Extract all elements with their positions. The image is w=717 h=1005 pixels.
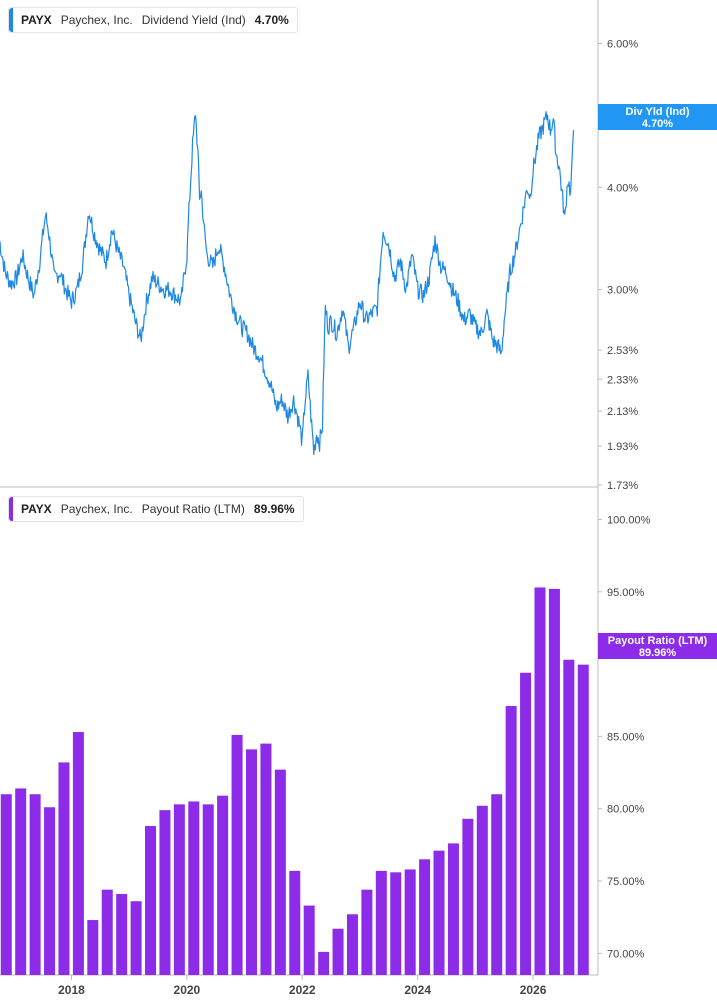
yield-legend-ticker: PAYX xyxy=(21,13,52,27)
payout-bar xyxy=(245,749,257,975)
payout-badge-value: 89.96% xyxy=(638,647,677,659)
payout-bar xyxy=(15,788,27,975)
payout-bar xyxy=(188,801,200,975)
payout-axis-ticks: 100.00% 95.00% 85.00% 80.00% 75.00% 70.00% xyxy=(598,514,651,960)
payout-bar xyxy=(491,794,503,975)
payout-legend-metric: Payout Ratio (LTM) xyxy=(141,502,245,516)
yield-badge-value: 4.70% xyxy=(641,118,674,130)
x-axis-ticks: 2018 2020 2022 2024 2026 xyxy=(58,975,547,997)
payout-bar xyxy=(58,762,70,975)
payout-bar xyxy=(433,850,445,975)
payout-bar xyxy=(101,889,113,975)
yield-line xyxy=(0,111,575,456)
payout-tick-label: 85.00% xyxy=(607,731,645,743)
payout-bar-series xyxy=(0,587,589,975)
payout-bar xyxy=(520,672,532,975)
payout-tick-label: 75.00% xyxy=(607,876,645,888)
x-tick-label: 2022 xyxy=(289,983,316,997)
payout-bar xyxy=(563,659,575,975)
yield-tick-label: 2.33% xyxy=(607,374,638,386)
payout-bar xyxy=(462,818,474,975)
payout-bar xyxy=(303,905,315,975)
payout-legend-ticker: PAYX xyxy=(21,502,52,516)
payout-bar xyxy=(173,804,185,975)
payout-bar xyxy=(346,914,358,975)
payout-tick-label: 80.00% xyxy=(607,804,645,816)
payout-bar xyxy=(130,901,142,975)
payout-tick-label: 70.00% xyxy=(607,948,645,960)
yield-tick-label: 3.00% xyxy=(607,285,638,297)
payout-badge-label: Payout Ratio (LTM) xyxy=(607,635,708,647)
yield-legend-value: 4.70% xyxy=(254,13,289,27)
yield-tick-label: 2.53% xyxy=(607,345,638,357)
payout-legend-value: 89.96% xyxy=(253,502,295,516)
payout-bar xyxy=(44,807,56,975)
yield-legend-swatch xyxy=(9,8,13,32)
payout-bar xyxy=(332,928,344,975)
payout-bar xyxy=(419,859,431,975)
yield-value-badge: Div Yld (Ind) 4.70% xyxy=(598,104,717,130)
payout-bar xyxy=(577,664,589,975)
yield-legend[interactable]: PAYX Paychex, Inc. Dividend Yield (Ind) … xyxy=(8,7,298,33)
payout-bar xyxy=(390,872,402,975)
yield-line-series xyxy=(0,111,575,456)
payout-bar xyxy=(231,734,243,975)
payout-bar xyxy=(447,843,459,975)
payout-legend-company: Paychex, Inc. xyxy=(60,502,133,516)
payout-bar xyxy=(289,870,301,975)
payout-bar xyxy=(217,795,229,975)
x-tick-label: 2024 xyxy=(404,983,431,997)
yield-badge-label: Div Yld (Ind) xyxy=(625,106,690,118)
yield-tick-label: 2.13% xyxy=(607,406,638,418)
payout-bar xyxy=(375,870,387,975)
payout-bar xyxy=(72,732,84,975)
yield-axis-ticks: 6.00%5.00%4.00%3.00%2.53%2.33%2.13%1.93%… xyxy=(598,38,638,492)
yield-legend-company: Paychex, Inc. xyxy=(60,13,133,27)
x-tick-label: 2020 xyxy=(174,983,201,997)
x-tick-label: 2018 xyxy=(58,983,85,997)
yield-tick-label: 1.93% xyxy=(607,441,638,453)
payout-bar xyxy=(476,805,488,975)
yield-tick-label: 6.00% xyxy=(607,38,638,50)
payout-bar xyxy=(202,804,214,975)
payout-bar xyxy=(318,951,330,975)
yield-tick-label: 1.73% xyxy=(607,480,638,492)
payout-bar xyxy=(87,920,99,975)
payout-value-badge: Payout Ratio (LTM) 89.96% xyxy=(598,633,717,659)
payout-bar xyxy=(116,894,128,975)
yield-legend-metric: Dividend Yield (Ind) xyxy=(141,13,246,27)
payout-bar xyxy=(260,743,272,975)
yield-tick-label: 4.00% xyxy=(607,182,638,194)
payout-legend-swatch xyxy=(9,497,13,521)
payout-tick-label: 100.00% xyxy=(607,514,651,526)
payout-tick-label: 95.00% xyxy=(607,587,645,599)
payout-bar xyxy=(0,794,12,975)
payout-bar xyxy=(29,794,41,975)
payout-bar xyxy=(505,706,517,975)
payout-bar xyxy=(361,889,373,975)
payout-bar xyxy=(274,769,286,975)
payout-bar xyxy=(145,826,157,975)
payout-bar xyxy=(159,810,171,975)
payout-bar xyxy=(534,587,546,975)
payout-bar xyxy=(548,588,560,975)
x-tick-label: 2026 xyxy=(520,983,547,997)
payout-bar xyxy=(404,869,416,975)
payout-legend[interactable]: PAYX Paychex, Inc. Payout Ratio (LTM) 89… xyxy=(8,496,304,522)
